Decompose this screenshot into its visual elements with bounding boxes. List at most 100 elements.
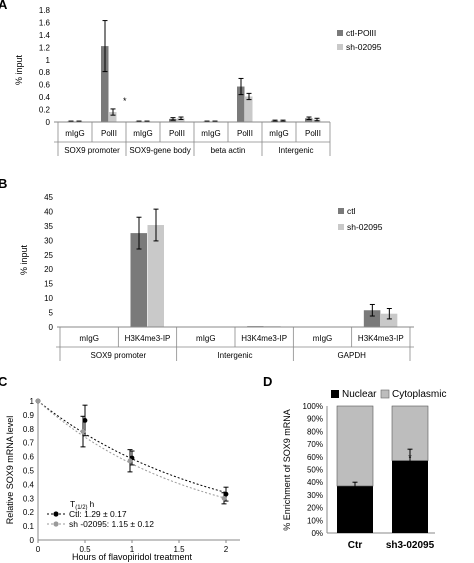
- panel-b-ytick-label: 0: [49, 323, 54, 332]
- panel-a-legend-label-1: ctl-POlII: [346, 28, 376, 38]
- panel-b-ylabel: % input: [19, 244, 29, 275]
- panel-c: C 0 0.1 0.2 0.3 0.4 0.5 0.6 0.7 0.8 0.9 1 0 0.5 1 1.5…: [0, 374, 240, 562]
- panel-a-bar: [237, 86, 245, 122]
- panel-b-ytick-label: 45: [44, 193, 53, 202]
- panel-d-bar-cytoplasmic: [336, 405, 374, 487]
- panel-b-group-label: Intergenic: [217, 351, 252, 360]
- panel-c-legend-title-unit: h: [90, 499, 95, 509]
- panel-a: A 00.20.40.60.811.21.41.61.8 mIgG PolII mI…: [0, 0, 382, 156]
- panel-b-cat-label: H3K4me3-IP: [358, 334, 404, 343]
- panel-a-legend-swatch-1: [337, 30, 343, 36]
- panel-a-ytick-label: 0.8: [39, 68, 51, 77]
- panel-c-point: [221, 495, 227, 501]
- panel-d-bar-nuclear: [392, 460, 428, 533]
- panel-d: D 0% 10% 20% 30% 40% 50% 60% 70% 80% 90% 100% Ctr s…: [263, 374, 446, 551]
- panel-d-ytick-label: 0%: [311, 529, 323, 538]
- panel-a-ytick-label: 1.4: [39, 31, 51, 40]
- panel-d-ytick-label: 70%: [307, 440, 323, 449]
- panel-d-legend-label-2: Cytoplasmic: [392, 389, 446, 400]
- panel-d-bars: [336, 405, 429, 533]
- panel-a-bar: [177, 118, 185, 122]
- panel-d-bar-nuclear: [337, 486, 373, 533]
- panel-b-ytick-label: 15: [44, 280, 53, 289]
- panel-b-legend-label-2: sh-02095: [347, 222, 383, 232]
- panel-c-ytick-label: 0.8: [23, 425, 35, 434]
- panel-c-xticks: 0 0.5 1 1.5 2: [36, 540, 229, 554]
- panel-c-points: [35, 398, 229, 505]
- panel-a-ytick-label: 0.6: [39, 81, 51, 90]
- panel-b-cat-label: mIgG: [313, 334, 333, 343]
- panel-d-ytick-label: 100%: [303, 402, 323, 411]
- panel-d-legend: Nuclear Cytoplasmic: [331, 389, 446, 400]
- panel-b-group-label: GAPDH: [337, 351, 366, 360]
- panel-d-ytick-label: 30%: [307, 491, 323, 500]
- panel-d-ytick-label: 60%: [307, 453, 323, 462]
- panel-d-legend-swatch-2: [380, 389, 390, 399]
- panel-b-bar: [380, 313, 398, 327]
- panel-b-legend-label-1: ctl: [347, 206, 356, 216]
- panel-d-ytick-label: 80%: [307, 427, 323, 436]
- panel-d-yticks: 0% 10% 20% 30% 40% 50% 60% 70% 80% 90% 100%: [303, 402, 323, 538]
- panel-b-cat-label: H3K4me3-IP: [241, 334, 287, 343]
- panel-a-cat-label: PolII: [101, 129, 117, 138]
- panel-c-xlabel: Hours of flavopiridol treatment: [72, 552, 193, 562]
- panel-a-group-label: SOX9 promoter: [64, 146, 120, 155]
- panel-a-cat-label: PolII: [237, 129, 253, 138]
- panel-d-ytick-label: 20%: [307, 504, 323, 513]
- panel-c-ytick-label: 0.4: [23, 480, 35, 489]
- panel-c-legend-title-sub: (1/2): [75, 505, 87, 511]
- panel-c-xtick-label: 1: [130, 545, 135, 554]
- panel-c-legend-marker-1: [53, 511, 59, 517]
- panel-a-legend: ctl-POlII sh-02095: [337, 28, 382, 52]
- panel-c-ylabel: Relative SOX9 mRNA level: [5, 416, 15, 525]
- panel-a-cat-label: mIgG: [269, 129, 289, 138]
- panel-d-letter: D: [263, 374, 272, 389]
- panel-c-point: [35, 398, 41, 404]
- panel-a-ytick-label: 1.6: [39, 18, 51, 27]
- panel-d-ylabel: % Enrichment of SOX9 mRNA: [282, 409, 292, 531]
- panel-a-group-label: SOX9-gene body: [129, 146, 190, 155]
- panel-c-xtick-label: 0: [36, 545, 41, 554]
- panel-c-legend-label-2: sh -02095: 1.15 ± 0.12: [69, 519, 154, 529]
- panel-a-ylabel: % input: [14, 54, 24, 85]
- panel-c-xtick-label: 2: [224, 545, 229, 554]
- panel-b-yticks: 0 5 10 15 20 25 30 35 40 45: [44, 193, 53, 332]
- panel-c-legend-marker-2: [53, 521, 59, 527]
- panel-c-point: [80, 429, 86, 434]
- panel-b-cat-label: mIgG: [79, 334, 99, 343]
- panel-b-legend: ctl sh-02095: [338, 206, 383, 232]
- panel-d-ytick-label: 40%: [307, 478, 323, 487]
- panel-a-bars: [67, 20, 321, 123]
- panel-b-ytick-label: 10: [44, 294, 53, 303]
- panel-a-ytick-label: 1.2: [39, 43, 51, 52]
- panel-a-ytick-label: 1.8: [39, 6, 51, 15]
- panel-a-bar: [245, 96, 253, 122]
- panel-c-point: [127, 458, 133, 464]
- panel-b-ytick-label: 25: [44, 251, 53, 260]
- panel-c-legend-title: T(1/2) h: [70, 499, 95, 511]
- panel-a-bar: [101, 46, 109, 122]
- panel-a-group-label: beta actin: [211, 146, 246, 155]
- panel-b-letter: B: [0, 176, 7, 191]
- panel-b-legend-swatch-2: [338, 224, 344, 230]
- panel-a-bar: [305, 118, 313, 122]
- panel-a-ytick-label: 0.2: [39, 106, 51, 115]
- panel-d-ytick-label: 90%: [307, 415, 323, 424]
- panel-d-ytick-label: 50%: [307, 466, 323, 475]
- panel-c-point: [82, 418, 88, 423]
- panel-d-legend-label-1: Nuclear: [342, 389, 377, 400]
- panel-b-catlabels: mIgG H3K4me3-IP mIgG H3K4me3-IP mIgG H3K4me3-…: [79, 334, 403, 343]
- panel-b-bar: [363, 310, 381, 327]
- panel-d-cat-label: Ctr: [348, 540, 363, 551]
- panel-c-ytick-label: 0.5: [23, 467, 35, 476]
- panel-a-cat-label: PolII: [169, 129, 185, 138]
- panel-a-cat-label: PolII: [305, 129, 321, 138]
- panel-b-ytick-label: 40: [44, 207, 53, 216]
- panel-c-ytick-label: 0.6: [23, 453, 35, 462]
- panel-a-letter: A: [0, 0, 8, 12]
- panel-c-xtick-label: 1.5: [173, 545, 185, 554]
- panel-c-ytick-label: 1: [30, 397, 35, 406]
- panel-d-ytick-label: 10%: [307, 516, 323, 525]
- panel-c-xtick-label: 0.5: [79, 545, 91, 554]
